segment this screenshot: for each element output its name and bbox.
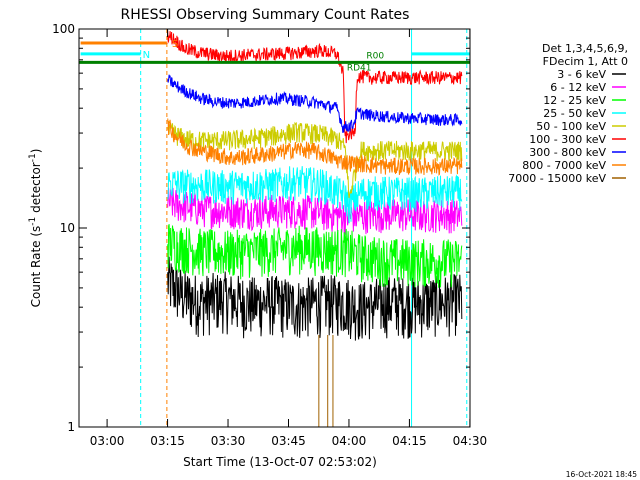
chart-title: RHESSI Observing Summary Count Rates: [121, 7, 410, 23]
legend-entry-label: 7000 - 15000 keV: [508, 172, 606, 185]
y-tick-label: 1: [67, 420, 75, 434]
legend-entry-label: 25 - 50 keV: [543, 107, 606, 120]
x-tick-label: 04:15: [392, 434, 427, 448]
legend-header: Det 1,3,4,5,6,9,: [542, 42, 628, 55]
night-label: N: [143, 50, 150, 61]
legend-entry-label: 100 - 300 keV: [529, 133, 606, 146]
event-label: RD41: [347, 63, 372, 73]
legend-entry-label: 300 - 800 keV: [529, 146, 606, 159]
series-5: [167, 30, 463, 144]
legend-entry-label: 50 - 100 keV: [536, 120, 606, 133]
x-tick-label: 04:30: [453, 434, 488, 448]
series-1: [167, 187, 463, 235]
x-tick-label: 03:45: [271, 434, 306, 448]
legend-entry-label: 12 - 25 keV: [543, 94, 606, 107]
series-2: [167, 224, 463, 288]
legend: Det 1,3,4,5,6,9,FDecim 1, Att 03 - 6 keV…: [508, 42, 628, 185]
x-tick-label: 04:00: [332, 434, 367, 448]
x-tick-label: 03:30: [211, 434, 246, 448]
series-3: [167, 166, 463, 224]
series-7: [167, 118, 463, 176]
series-4: [167, 120, 463, 199]
legend-entry-label: 800 - 7000 keV: [522, 159, 606, 172]
series-6: [167, 74, 463, 133]
y-axis-label-sup-2: -1: [28, 153, 38, 162]
x-tick-label: 03:00: [90, 434, 125, 448]
y-axis-label-tail: detector: [29, 162, 43, 217]
y-axis: 1 10 100: [52, 22, 470, 434]
legend-header: FDecim 1, Att 0: [543, 55, 628, 68]
y-axis-label-main: Count Rate (s: [29, 226, 43, 308]
series-0: [167, 256, 463, 341]
event-label: R00: [366, 52, 384, 62]
y-axis-label-close: ): [29, 149, 43, 154]
y-axis-label-sup: -1: [28, 217, 38, 226]
saa-label: S: [172, 39, 178, 50]
legend-entry-label: 3 - 6 keV: [557, 68, 606, 81]
x-tick-label: 03:15: [150, 434, 185, 448]
footer-timestamp: 16-Oct-2021 18:45: [566, 470, 637, 479]
y-tick-label: 100: [52, 22, 75, 36]
x-axis-label: Start Time (13-Oct-07 02:53:02): [183, 455, 377, 469]
legend-entry-label: 6 - 12 keV: [550, 81, 606, 94]
y-axis-label: Count Rate (s-1 detector-1): [28, 149, 43, 308]
y-tick-label: 10: [60, 221, 75, 235]
x-axis: 03:00 03:15 03:30 03:45 04:00 04:15 04:30: [90, 29, 487, 448]
